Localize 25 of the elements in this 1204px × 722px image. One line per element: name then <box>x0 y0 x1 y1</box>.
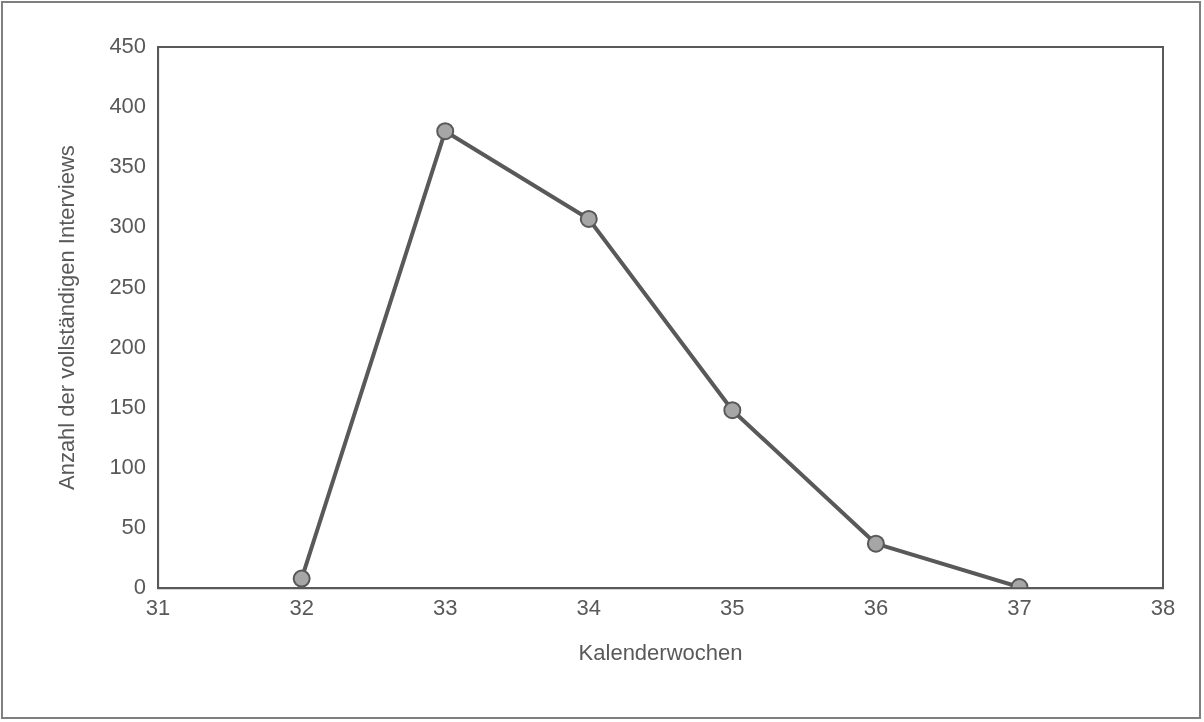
x-tick-label: 34 <box>576 595 602 621</box>
y-tick-label: 0 <box>133 574 147 600</box>
x-tick-label: 35 <box>720 595 745 621</box>
x-tick-label: 38 <box>1150 595 1176 621</box>
x-tick-label: 32 <box>289 595 314 621</box>
y-tick-label: 250 <box>109 273 147 299</box>
y-tick-label: 300 <box>109 213 147 239</box>
point <box>292 569 311 588</box>
y-tick-label: 100 <box>109 454 147 479</box>
x-tick-label: 36 <box>863 595 889 621</box>
y-tick-label: 150 <box>109 393 147 419</box>
point <box>579 209 598 228</box>
y-tick-label: 400 <box>109 93 147 119</box>
point <box>866 534 885 553</box>
x-tick-label: 37 <box>1007 595 1032 621</box>
y-tick-label: 350 <box>109 153 147 179</box>
y-tick-label: 50 <box>121 514 147 540</box>
x-tick-label: 31 <box>145 595 171 621</box>
y-tick-label: 200 <box>109 333 147 359</box>
point <box>723 401 742 420</box>
point <box>436 122 455 141</box>
x-axis-title: Kalenderwochen <box>578 639 743 665</box>
x-tick-label: 33 <box>432 595 458 621</box>
y-tick-label: 450 <box>109 33 147 59</box>
y-axis-title: Anzahl der vollständigen Interviews <box>54 145 80 491</box>
